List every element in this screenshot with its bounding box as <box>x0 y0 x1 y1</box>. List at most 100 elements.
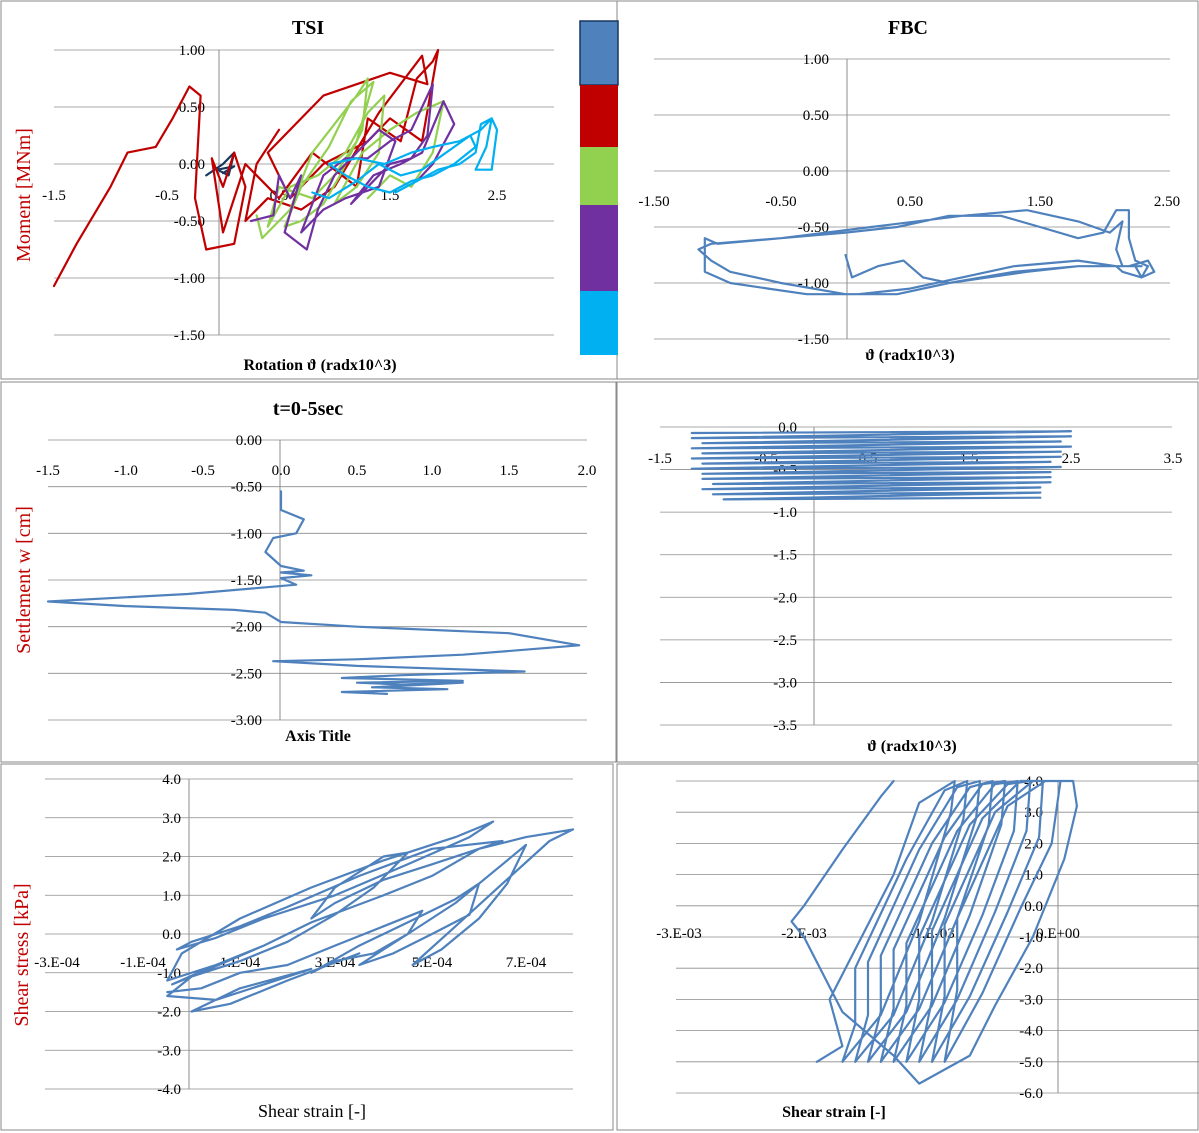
y-tick-label: -2.50 <box>231 666 262 682</box>
x-tick-label: 0.5 <box>348 463 367 479</box>
x-tick-label: 2.50 <box>1154 194 1180 210</box>
legend-swatch <box>580 147 618 205</box>
chart-tsi: TSI Rotation ϑ (radx10^3) Moment [MNm] 1… <box>13 17 619 374</box>
y-tick-label: -1.00 <box>174 271 205 287</box>
series-line <box>166 820 575 1013</box>
x-tick-label: 1.50 <box>1027 194 1053 210</box>
y-tick-label: -2.00 <box>231 620 262 636</box>
chart-fbc: FBC ϑ (radx10^3) 1.000.500.00-0.50-1.00-… <box>638 17 1180 364</box>
x-axis-label-shear-1: Shear strain [-] <box>258 1101 366 1121</box>
chart-shear-1: Shear strain [-] Shear stress [kPa] 4.0 3… <box>11 772 575 1121</box>
x-axis-label-fbc: ϑ (radx10^3) <box>865 347 955 364</box>
x-axis-label-shear-2: Shear strain [-] <box>782 1104 886 1121</box>
x-tick-label: -0.50 <box>765 194 796 210</box>
y-tick-label: 4.0 <box>162 772 181 788</box>
y-tick-label: -3.0 <box>157 1043 181 1059</box>
legend-swatch <box>579 20 619 86</box>
y-tick-label: -1.5 <box>773 548 797 564</box>
x-tick-label: 0.50 <box>897 194 923 210</box>
chart-title-fbc: FBC <box>888 17 928 39</box>
x-tick-label: -1.50 <box>638 194 669 210</box>
x-tick-label: 2.5 <box>1062 451 1081 467</box>
series-line <box>52 48 440 288</box>
x-tick-label: -1.5 <box>648 451 672 467</box>
x-tick-label: 1.5 <box>500 463 519 479</box>
x-tick-label: 0.E+00 <box>1036 926 1080 942</box>
y-tick-label: -0.50 <box>174 214 205 230</box>
x-tick-label: 2.5 <box>488 188 507 204</box>
series-line <box>311 117 499 200</box>
y-tick-label: -4.0 <box>157 1082 181 1098</box>
x-tick-label: 0.0 <box>272 463 291 479</box>
y-tick-label: -1.0 <box>773 505 797 521</box>
y-tick-label: -3.5 <box>773 718 797 734</box>
x-tick-label: -1.5 <box>42 188 66 204</box>
x-tick-label: 7.E-04 <box>506 955 547 971</box>
y-tick-label: 1.00 <box>803 52 829 68</box>
chart-title-tsi: TSI <box>292 17 324 39</box>
series-line <box>697 209 1156 296</box>
y-tick-label: -1.00 <box>231 526 262 542</box>
y-tick-label: -1.50 <box>174 328 205 344</box>
panel-frame-theta-vs-w <box>616 381 1199 763</box>
y-axis-label-shear-1: Shear stress [kPa] <box>11 883 33 1026</box>
x-tick-label: -2.E-03 <box>781 926 826 942</box>
y-tick-label: 0.00 <box>803 164 829 180</box>
x-tick-label: 3.5 <box>1164 451 1183 467</box>
y-tick-label: -0.50 <box>798 220 829 236</box>
chart-settlement: t=0-5sec Axis Title Settlement w [cm] 0.… <box>13 398 596 745</box>
chart-title-settlement: t=0-5sec <box>273 398 343 420</box>
y-tick-label: 0.00 <box>236 433 262 449</box>
x-tick-label: -0.5 <box>191 463 215 479</box>
y-tick-label: -0.50 <box>231 480 262 496</box>
panel-frame-shear-2 <box>616 763 1199 1131</box>
series-line <box>255 77 445 240</box>
y-axis-label-tsi: Moment [MNm] <box>13 128 35 262</box>
panel-frame-settlement <box>0 381 617 763</box>
legend-swatch <box>580 205 618 291</box>
x-tick-label: -0.5 <box>155 188 179 204</box>
legend-swatch <box>580 291 618 355</box>
y-tick-label: -2.0 <box>1019 961 1043 977</box>
chart-theta-vs-w: ϑ (radx10^3) 0.0-0.5-1.0-1.5-2.0-2.5-3.0… <box>648 420 1182 755</box>
y-tick-label: -1.50 <box>798 332 829 348</box>
panel-frame-shear-1 <box>0 763 614 1131</box>
panel-frame-tsi <box>0 0 618 380</box>
y-axis-label-settlement: Settlement w [cm] <box>13 506 35 654</box>
x-tick-label: -1.5 <box>36 463 60 479</box>
x-tick-label: -1.0 <box>114 463 138 479</box>
x-tick-label: 1.0 <box>423 463 442 479</box>
chart-shear-2: Shear strain [-] 4.03.02.01.00.0-1.0-2.0… <box>656 774 1199 1121</box>
x-axis-label-theta-vs-w: ϑ (radx10^3) <box>867 738 957 755</box>
legend-swatch <box>580 85 618 147</box>
y-tick-label: 0.50 <box>803 108 829 124</box>
x-axis-label-settlement: Axis Title <box>285 728 351 745</box>
y-tick-label: 0.0 <box>1024 899 1043 915</box>
y-tick-label: -3.0 <box>1019 992 1043 1008</box>
y-tick-label: 2.0 <box>162 850 181 866</box>
y-tick-label: 1.00 <box>179 43 205 59</box>
legend-tsi <box>579 20 619 355</box>
panel-frame-fbc <box>616 0 1199 380</box>
y-tick-label: -6.0 <box>1019 1086 1043 1102</box>
y-tick-label: -2.5 <box>773 633 797 649</box>
x-tick-label: -3.E-04 <box>34 955 80 971</box>
y-tick-label: -5.0 <box>1019 1055 1043 1071</box>
y-tick-label: 0.0 <box>162 927 181 943</box>
y-tick-label: -3.0 <box>773 675 797 691</box>
x-tick-label: -1.E-04 <box>120 955 166 971</box>
series-line <box>205 151 236 177</box>
y-tick-label: 0.50 <box>179 100 205 116</box>
x-tick-label: 2.0 <box>578 463 597 479</box>
y-tick-label: 3.0 <box>162 811 181 827</box>
x-axis-label-tsi: Rotation ϑ (radx10^3) <box>243 357 396 374</box>
x-tick-label: -3.E-03 <box>656 926 701 942</box>
series-line <box>690 430 1073 501</box>
series-line <box>790 779 1078 1085</box>
y-tick-label: -1.50 <box>231 573 262 589</box>
y-tick-label: -2.0 <box>773 590 797 606</box>
y-tick-label: -2.0 <box>157 1005 181 1021</box>
series-line <box>46 490 581 695</box>
y-tick-label: 0.00 <box>179 157 205 173</box>
